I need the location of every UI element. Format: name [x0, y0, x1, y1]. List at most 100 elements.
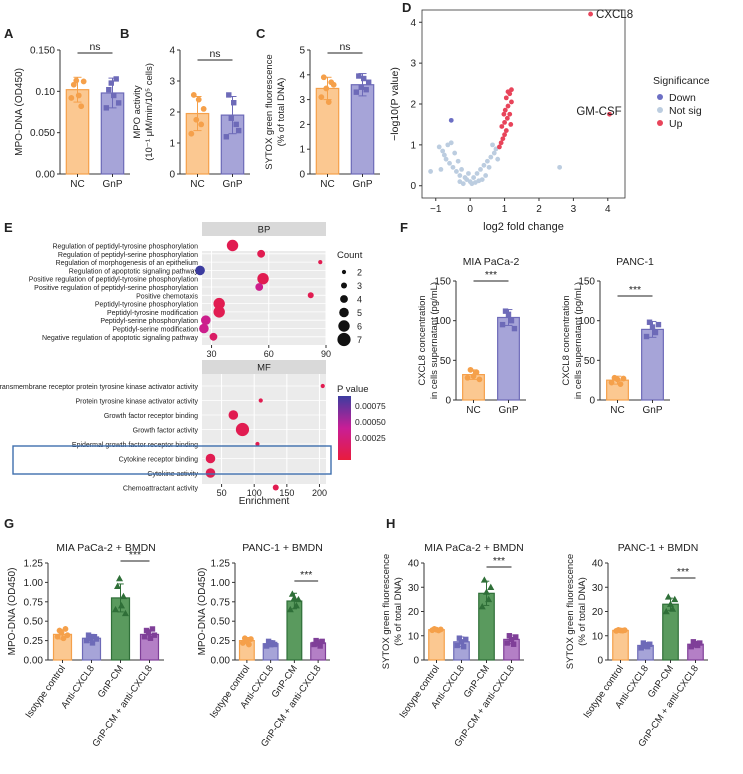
data-point-A: [70, 81, 77, 88]
term-label-mf: Growth factor activity: [133, 428, 199, 435]
enrichment-dot-bp: [307, 292, 314, 299]
data-point-H1: [485, 595, 493, 603]
x-tick-label-mf: 150: [279, 488, 294, 498]
data-point-H1: [510, 641, 517, 647]
data-point-F2: [643, 333, 650, 340]
data-point-B: [195, 96, 202, 103]
y-tick-label-D: 3: [410, 59, 416, 70]
data-point-F2: [646, 319, 653, 325]
volcano-point-not-sig: [486, 164, 492, 170]
volcano-point-not-sig: [471, 175, 477, 180]
legend-title-significance: Significance: [653, 75, 710, 87]
data-point-G2: [290, 594, 298, 601]
data-point-B: [190, 92, 197, 98]
data-point-G1: [119, 592, 127, 600]
volcano-point-not-sig: [466, 171, 471, 176]
data-point-H2: [669, 605, 677, 612]
data-point-C: [318, 94, 325, 101]
x-axis-label-E: Enrichment: [239, 496, 290, 507]
x-tick-label-F2: GnP: [642, 405, 662, 416]
enrichment-dot-bp: [209, 332, 218, 341]
x-tick-label-B: GnP: [222, 179, 242, 190]
term-label-bp: Peptidyl-tyrosine modification: [107, 310, 198, 317]
y-tick-label-B: 4: [169, 46, 175, 57]
facet-header-bp: [202, 222, 326, 236]
volcano-point-up: [502, 132, 507, 138]
legend-colorbar-label: 0.00025: [355, 433, 386, 443]
volcano-point-not-sig: [457, 179, 463, 185]
y-tick-label-H2: 10: [592, 631, 604, 642]
term-label-bp: Regulation of peptidyl-tyrosine phosphor…: [52, 244, 198, 251]
legend-title-count: Count: [337, 250, 363, 261]
term-label-mf: Transmembrane receptor protein tyrosine …: [0, 384, 198, 391]
y-tick-label-F2: 50: [584, 356, 596, 367]
y-axis-label-F2: CXCL8 concentration: [561, 295, 572, 385]
y-tick-label-G2: 1.00: [211, 578, 231, 589]
legend-title-p-value: P value: [337, 384, 369, 395]
enrichment-dot-bp: [226, 239, 239, 252]
data-point-G2: [248, 636, 254, 642]
x-tick-label-D: 3: [571, 204, 577, 215]
significance-label-B: ns: [209, 48, 220, 60]
enrichment-dot-bp: [255, 283, 264, 291]
x-tick-label-F1: NC: [466, 405, 480, 416]
volcano-point-up: [502, 119, 507, 125]
chart-title-F2: PANC-1: [616, 256, 654, 268]
legend-label-not-sig: Not sig: [669, 105, 702, 117]
y-tick-label-C: 1: [299, 145, 305, 156]
data-point-C: [323, 85, 330, 92]
x-tick-label-D: 4: [605, 204, 611, 215]
data-point-B: [233, 121, 239, 128]
data-point-H1: [437, 626, 444, 633]
y-tick-label-D: 1: [410, 140, 416, 151]
data-point-F2: [620, 375, 627, 382]
data-point-H1: [482, 588, 491, 595]
y-tick-label-A: 0.00: [36, 170, 56, 181]
volcano-point-up: [499, 124, 505, 129]
volcano-point-up: [498, 140, 504, 146]
volcano-point-not-sig: [441, 152, 447, 158]
y-tick-label-G2: 0.50: [211, 617, 231, 628]
data-point-H1: [504, 640, 510, 646]
enrichment-dot-mf: [205, 453, 216, 464]
legend-size-dot: [338, 320, 350, 332]
x-tick-label-A: NC: [70, 179, 84, 190]
volcano-point-not-sig: [457, 173, 463, 178]
term-label-bp: Positive regulation of peptidyl-serine p…: [34, 285, 198, 292]
data-point-A: [103, 105, 110, 111]
volcano-point-not-sig: [438, 166, 444, 172]
data-point-G1: [60, 635, 67, 642]
significance-label-A: ns: [89, 41, 100, 53]
data-point-B: [198, 121, 205, 128]
highlight-box-cytokine: [12, 445, 332, 475]
panel-label-b: B: [120, 26, 129, 41]
data-point-F1: [502, 308, 509, 314]
y-tick-label-G1: 0.50: [24, 617, 44, 628]
data-point-F1: [511, 325, 518, 332]
volcano-point-up: [497, 144, 502, 150]
data-point-G1: [145, 630, 152, 636]
facet-panel-bp: [202, 251, 326, 345]
x-tick-label-mf: 100: [247, 488, 262, 498]
enrichment-dot-bp: [195, 265, 205, 276]
term-label-mf: Protein tyrosine kinase activator activi…: [75, 399, 198, 406]
data-point-B: [228, 115, 234, 121]
data-point-G1: [89, 640, 96, 646]
data-point-B: [226, 92, 232, 98]
data-point-H2: [697, 640, 703, 646]
term-label-mf: Cytokine receptor binding: [119, 457, 198, 464]
data-point-G1: [64, 632, 71, 639]
data-point-A: [108, 80, 114, 86]
data-point-G2: [271, 641, 278, 648]
enrichment-dot-bp: [201, 315, 211, 326]
chart-title-G2: PANC-1 + BMDN: [242, 542, 323, 554]
volcano-point-up: [501, 111, 507, 117]
y-axis-label-unit-H2: (% of total DNA): [577, 577, 588, 646]
x-tick-label-A: GnP: [102, 179, 122, 190]
y-axis-label-F1: CXCL8 concentration: [417, 295, 428, 385]
data-point-C: [363, 86, 369, 93]
data-point-F2: [608, 379, 615, 386]
data-point-G1: [116, 574, 124, 582]
legend-colorbar-label: 0.00075: [355, 401, 386, 411]
x-tick-label-F2: NC: [610, 405, 624, 416]
